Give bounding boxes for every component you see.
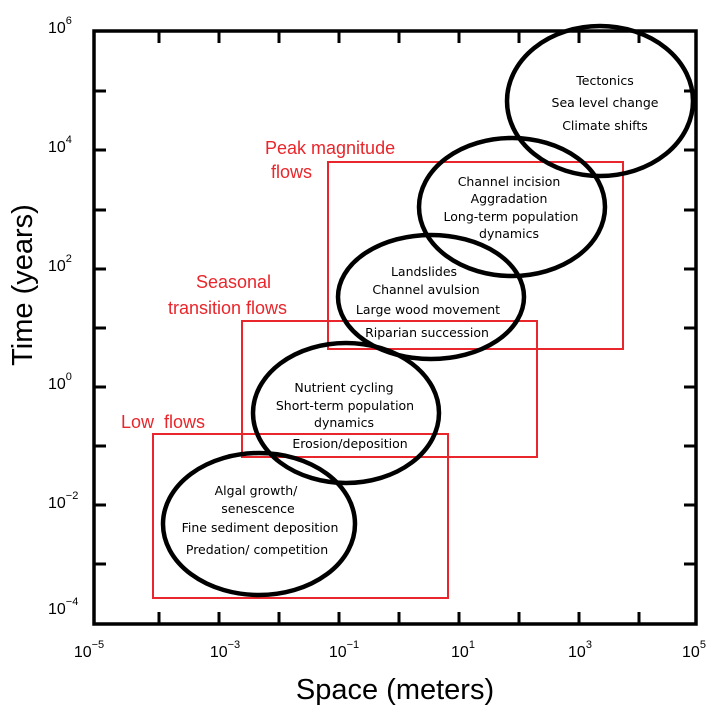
ellipse-text: Channel incision bbox=[458, 174, 561, 189]
ellipse-text: Sea level change bbox=[552, 95, 659, 110]
ellipse-text: Erosion/deposition bbox=[292, 436, 407, 451]
y-tick-label: 106 bbox=[48, 15, 72, 37]
y-tick-label: 10−4 bbox=[48, 596, 78, 618]
ellipse-text: senescence bbox=[221, 501, 295, 516]
x-tick-label: 10−5 bbox=[74, 639, 104, 661]
peak-flow-label: flows bbox=[271, 162, 312, 182]
x-tick-labels: 10−5 10−3 10−1 101 103 105 bbox=[74, 639, 706, 661]
ellipse-text: Landslides bbox=[391, 264, 457, 279]
ellipse-text: Riparian succession bbox=[365, 325, 489, 340]
y-tick-label: 100 bbox=[48, 371, 72, 393]
y-tick-labels: 106 104 102 100 10−2 10−4 bbox=[48, 15, 78, 618]
ellipse-text: Large wood movement bbox=[356, 302, 500, 317]
ellipse-text: Tectonics bbox=[575, 73, 633, 88]
ellipse-text: Climate shifts bbox=[562, 118, 648, 133]
low-flow-label: Low flows bbox=[121, 412, 205, 432]
ellipse-text: Nutrient cycling bbox=[294, 380, 393, 395]
x-axis-title: Space (meters) bbox=[296, 674, 494, 706]
x-tick-label: 105 bbox=[682, 639, 706, 661]
x-tick-label: 103 bbox=[568, 639, 592, 661]
ellipse-text: Channel avulsion bbox=[372, 282, 479, 297]
ellipse-landslides bbox=[338, 235, 524, 359]
y-tick-label: 104 bbox=[48, 134, 72, 156]
y-tick-label: 10−2 bbox=[48, 490, 78, 512]
seasonal-flow-label: transition flows bbox=[168, 298, 287, 318]
x-tick-label: 101 bbox=[451, 639, 475, 661]
ellipse-text: Algal growth/ bbox=[215, 483, 299, 498]
ellipse-text: Predation/ competition bbox=[186, 542, 328, 557]
peak-flow-label: Peak magnitude bbox=[265, 138, 395, 158]
x-tick-label: 10−1 bbox=[329, 639, 359, 661]
ellipse-text: Short-term population bbox=[276, 398, 414, 413]
x-tick-label: 10−3 bbox=[210, 639, 240, 661]
ellipse-nutrient-cycling bbox=[253, 343, 439, 483]
y-axis-title: Time (years) bbox=[7, 204, 39, 366]
ellipse-text: Long-term population bbox=[444, 209, 579, 224]
seasonal-flow-label: Seasonal bbox=[196, 272, 271, 292]
ellipse-channel-incision bbox=[419, 138, 605, 276]
y-tick-label: 102 bbox=[48, 253, 72, 275]
ellipse-text: dynamics bbox=[479, 226, 539, 241]
ellipse-text: Fine sediment deposition bbox=[182, 520, 339, 535]
ellipse-text: dynamics bbox=[314, 415, 374, 430]
ellipse-text: Aggradation bbox=[471, 191, 548, 206]
